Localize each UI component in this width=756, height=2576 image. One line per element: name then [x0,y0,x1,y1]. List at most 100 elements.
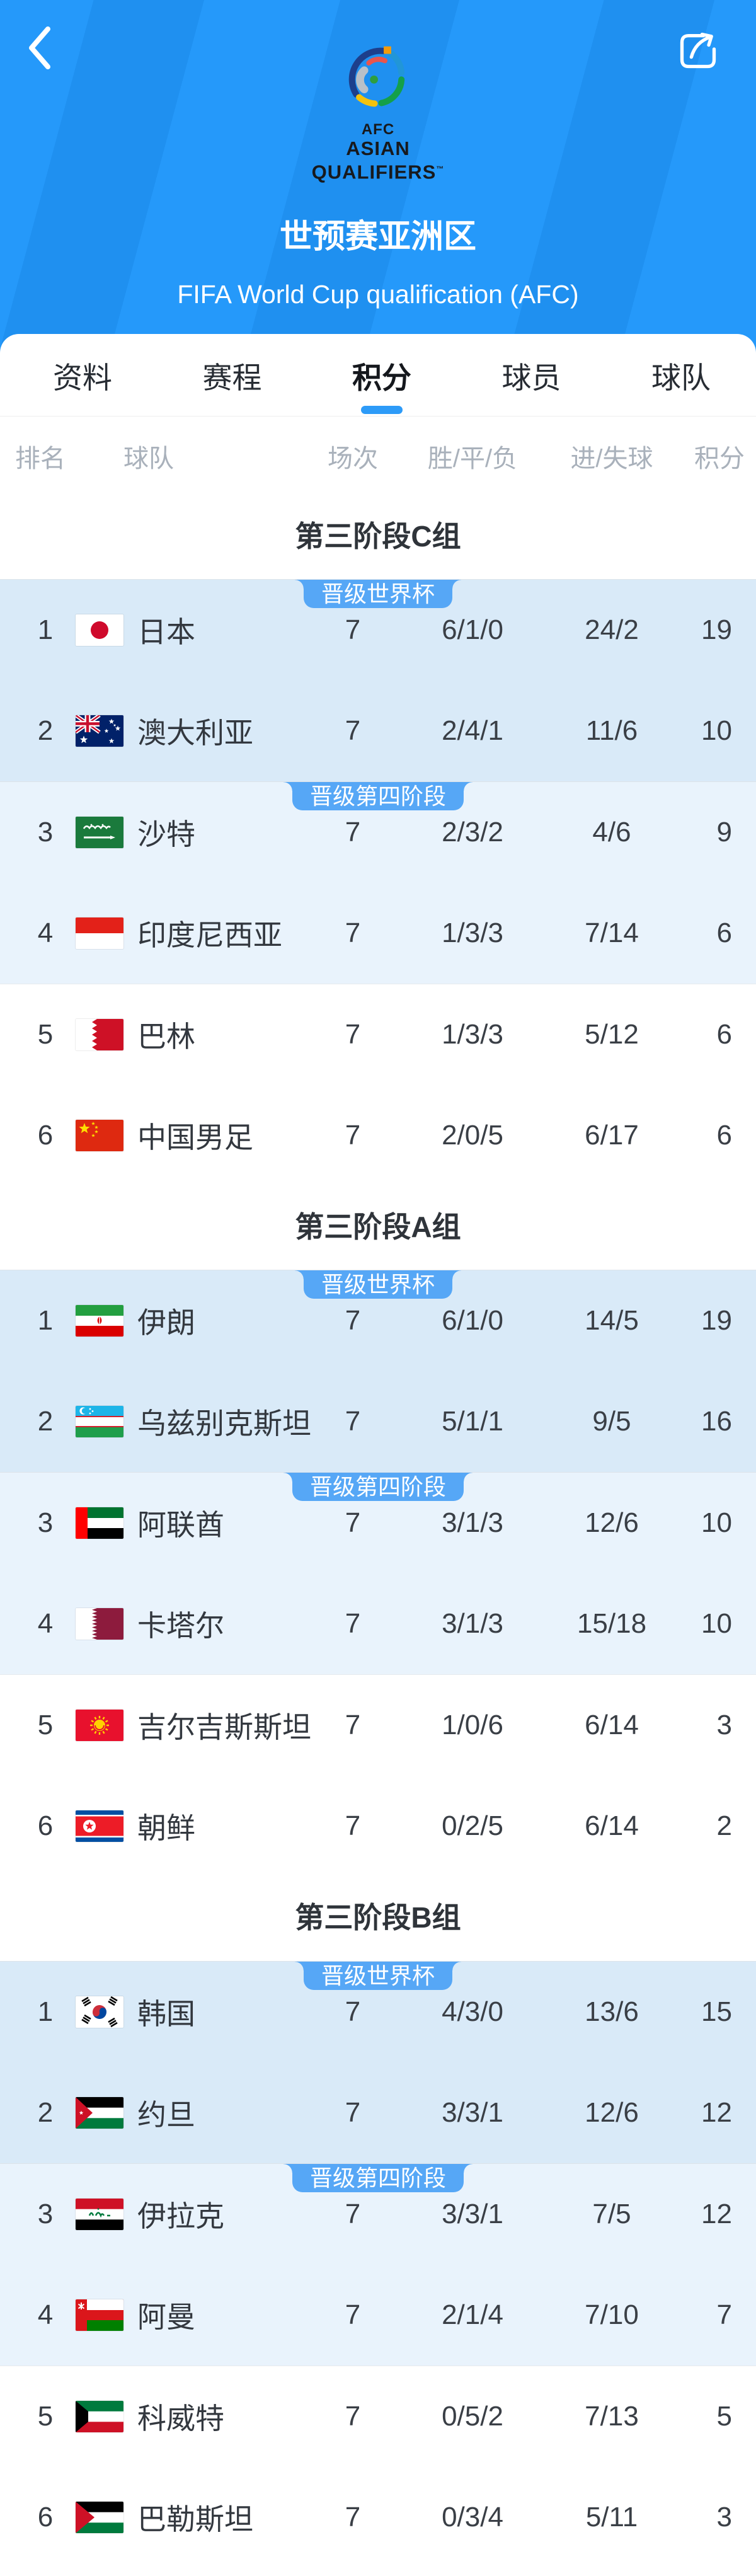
rank-number: 2 [37,715,54,747]
matches-played: 7 [345,2400,361,2432]
tab-profile[interactable]: 资料 [53,360,112,394]
table-row[interactable]: 4 卡塔尔 7 3/1/3 15/18 10 [0,1573,756,1674]
goals-for-against: 4/6 [592,817,631,848]
table-row[interactable]: 3 沙特 7 2/3/2 4/6 9 [0,782,756,883]
table-row[interactable]: 2 乌兹别克斯坦 7 5/1/1 9/5 16 [0,1371,756,1472]
zone-qualified-world-cup: 晋级世界杯 1 韩国 7 4/3/0 13/6 15 2 约旦 7 3/3/1 12/6 12 [0,1960,756,2163]
rank-number: 6 [37,2501,54,2533]
table-row[interactable]: 1 伊朗 7 6/1/0 14/5 19 [0,1270,756,1371]
badge-qualify-world-cup: 晋级世界杯 [294,1270,462,1299]
rank-number: 1 [37,1996,54,2027]
afc-swoosh-icon [348,46,405,107]
logo-text-afc: AFC [361,121,395,138]
tab-players[interactable]: 球员 [501,360,561,394]
flag-iran-icon [76,1305,123,1337]
matches-played: 7 [345,1507,361,1539]
col-header-rank: 排名 [15,444,66,473]
team-name: 伊朗 [137,1306,195,1340]
points-value: 10 [701,715,732,747]
rank-number: 2 [37,1406,54,1437]
table-row[interactable]: 3 伊拉克 7 3/3/1 7/5 12 [0,2164,756,2265]
goals-for-against: 14/5 [585,1305,639,1337]
flag-kuwait-icon [76,2400,123,2432]
goals-for-against: 7/13 [585,2400,639,2432]
points-value: 10 [701,1507,732,1539]
table-row[interactable]: 6 巴勒斯坦 7 0/3/4 5/11 3 [0,2467,756,2568]
rank-number: 6 [37,1810,54,1842]
matches-played: 7 [345,2501,361,2533]
table-row[interactable]: 2 澳大利亚 7 2/4/1 11/6 10 [0,681,756,781]
team-cell: 澳大利亚 [76,710,290,752]
team-cell: 科威特 [76,2396,290,2437]
rank-number: 1 [37,614,54,646]
page-title: 世预赛亚洲区 [279,219,476,256]
table-row[interactable]: 1 日本 7 6/1/0 24/2 19 [0,580,756,681]
goals-for-against: 6/14 [585,1810,639,1842]
team-name: 澳大利亚 [137,716,253,750]
rank-number: 5 [37,2400,54,2432]
rank-number: 6 [37,1120,54,1151]
col-header-points: 积分 [694,444,745,473]
flag-japan-icon [76,614,123,647]
zone-eliminated: 5 科威特 7 0/5/2 7/13 5 6 巴勒斯坦 7 0/3/4 5/11 3 [0,2365,756,2568]
goals-for-against: 7/5 [592,2198,631,2229]
flag-saudi-arabia-icon [76,817,123,849]
goals-for-against: 9/5 [592,1406,631,1437]
table-row[interactable]: 5 科威特 7 0/5/2 7/13 5 [0,2366,756,2467]
win-draw-loss: 1/0/6 [442,1710,503,1741]
goals-for-against: 12/6 [585,2096,639,2128]
badge-advance-fourth-stage: 晋级第四阶段 [283,782,473,811]
team-name: 日本 [137,616,195,649]
points-value: 7 [716,2299,732,2330]
team-cell: 约旦 [76,2092,290,2134]
table-row[interactable]: 2 约旦 7 3/3/1 12/6 12 [0,2062,756,2163]
points-value: 5 [716,2400,732,2432]
team-cell: 卡塔尔 [76,1603,290,1645]
win-draw-loss: 2/1/4 [442,2299,503,2330]
team-name: 科威特 [137,2401,224,2435]
flag-qatar-icon [76,1608,123,1640]
share-icon [680,32,716,69]
table-row[interactable]: 1 韩国 7 4/3/0 13/6 15 [0,1962,756,2062]
share-button[interactable] [677,29,719,72]
flag-kyrgyzstan-icon [76,1710,123,1742]
zone-advance-fourth-stage: 晋级第四阶段 3 伊拉克 7 3/3/1 7/5 12 4 阿曼 7 2/1/4 7/10 7 [0,2163,756,2366]
win-draw-loss: 3/1/3 [442,1507,503,1539]
tab-teams[interactable]: 球队 [651,360,711,394]
flag-south-korea-icon [76,1996,123,2028]
badge-qualify-world-cup: 晋级世界杯 [294,580,462,609]
matches-played: 7 [345,1608,361,1640]
zone-qualified-world-cup: 晋级世界杯 1 伊朗 7 6/1/0 14/5 19 2 乌兹别克斯坦 7 5/1/1 9/5 16 [0,1270,756,1473]
rank-number: 5 [37,1019,54,1050]
goals-for-against: 11/6 [585,715,638,747]
matches-played: 7 [345,1019,361,1050]
points-value: 15 [701,1996,732,2027]
goals-for-against: 24/2 [585,614,639,646]
tab-schedule[interactable]: 赛程 [202,360,262,394]
table-row[interactable]: 5 吉尔吉斯斯坦 7 1/0/6 6/14 3 [0,1675,756,1776]
matches-played: 7 [345,917,361,949]
team-cell: 巴勒斯坦 [76,2497,290,2538]
points-value: 3 [716,2501,732,2533]
team-cell: 阿曼 [76,2294,290,2336]
logo-text-qualifiers: QUALIFIERS™ [311,161,445,183]
zone-qualified-world-cup: 晋级世界杯 1 日本 7 6/1/0 24/2 19 2 澳大利亚 7 2/4/1 11/6 10 [0,579,756,782]
tab-standings[interactable]: 积分 [352,354,411,397]
matches-played: 7 [345,1710,361,1741]
matches-played: 7 [345,715,361,747]
team-cell: 朝鲜 [76,1805,290,1847]
matches-played: 7 [345,2299,361,2330]
standings-group: 第三阶段A组 晋级世界杯 1 伊朗 7 6/1/0 14/5 19 2 乌兹别克斯坦 7 5/1/1 9… [0,1208,756,1877]
back-button[interactable] [25,25,53,71]
badge-qualify-world-cup: 晋级世界杯 [294,1961,462,1990]
table-row[interactable]: 4 阿曼 7 2/1/4 7/10 7 [0,2265,756,2366]
matches-played: 7 [345,614,361,646]
matches-played: 7 [345,817,361,848]
flag-uae-icon [76,1507,123,1539]
table-row[interactable]: 6 中国男足 7 2/0/5 6/17 6 [0,1085,756,1186]
table-row[interactable]: 3 阿联酋 7 3/1/3 12/6 10 [0,1473,756,1573]
table-row[interactable]: 6 朝鲜 7 0/2/5 6/14 2 [0,1776,756,1877]
team-name: 阿联酋 [137,1509,224,1542]
table-row[interactable]: 4 印度尼西亚 7 1/3/3 7/14 6 [0,883,756,984]
table-row[interactable]: 5 巴林 7 1/3/3 5/12 6 [0,984,756,1085]
